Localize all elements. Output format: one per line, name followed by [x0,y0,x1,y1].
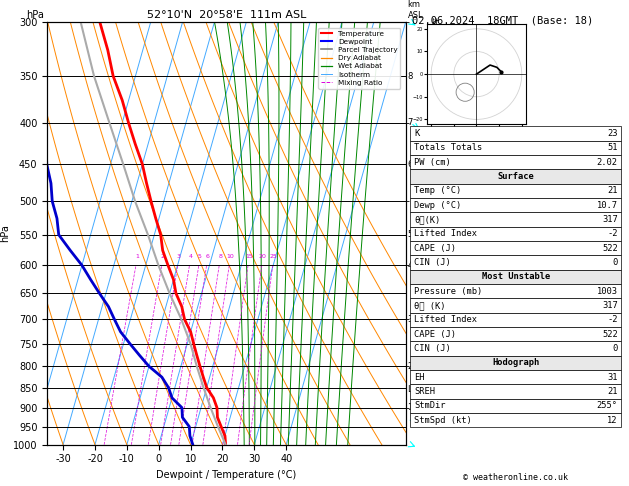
Text: hPa: hPa [26,10,43,20]
Text: 2: 2 [161,254,165,260]
Text: 51: 51 [607,143,618,153]
Text: 2.02: 2.02 [597,157,618,167]
Text: EH: EH [414,373,425,382]
Text: StmSpd (kt): StmSpd (kt) [414,416,472,425]
Text: Most Unstable: Most Unstable [482,272,550,281]
Text: 0: 0 [613,258,618,267]
Text: Lifted Index: Lifted Index [414,315,477,325]
Text: 1: 1 [135,254,139,260]
Text: PW (cm): PW (cm) [414,157,450,167]
Text: 522: 522 [602,243,618,253]
Text: Temp (°C): Temp (°C) [414,186,461,195]
Text: kt: kt [431,17,439,27]
Text: CAPE (J): CAPE (J) [414,243,456,253]
Text: 2: 2 [408,362,413,371]
Text: LCL: LCL [408,385,423,394]
Text: 6: 6 [408,160,413,169]
Legend: Temperature, Dewpoint, Parcel Trajectory, Dry Adiabat, Wet Adiabat, Isotherm, Mi: Temperature, Dewpoint, Parcel Trajectory… [318,28,400,89]
Text: CIN (J): CIN (J) [414,258,450,267]
Text: 4: 4 [189,254,192,260]
Text: Hodograph: Hodograph [492,358,540,367]
Text: 20: 20 [259,254,267,260]
Text: 0: 0 [613,344,618,353]
Text: 12: 12 [607,416,618,425]
Text: Lifted Index: Lifted Index [414,229,477,239]
Text: 1003: 1003 [597,287,618,296]
Text: 5: 5 [198,254,202,260]
Text: 8: 8 [218,254,222,260]
Text: 317: 317 [602,301,618,310]
Text: Surface: Surface [498,172,534,181]
Text: -2: -2 [607,229,618,239]
Text: 4: 4 [408,261,413,270]
Text: K: K [414,129,419,138]
Text: 7: 7 [408,119,413,127]
Text: Pressure (mb): Pressure (mb) [414,287,482,296]
Text: Dewp (°C): Dewp (°C) [414,201,461,210]
Text: 10: 10 [226,254,234,260]
Text: km
ASL: km ASL [408,0,423,20]
Text: 10.7: 10.7 [597,201,618,210]
Text: θᴄ(K): θᴄ(K) [414,215,440,224]
Y-axis label: hPa: hPa [0,225,10,242]
Text: 21: 21 [607,186,618,195]
Text: Totals Totals: Totals Totals [414,143,482,153]
Text: Mixing Ratio (g/kg): Mixing Ratio (g/kg) [425,229,435,302]
Text: 23: 23 [607,129,618,138]
Text: 6: 6 [206,254,209,260]
Text: 31: 31 [607,373,618,382]
Text: 25: 25 [270,254,277,260]
Text: SREH: SREH [414,387,435,396]
Text: 21: 21 [607,387,618,396]
Text: 15: 15 [245,254,253,260]
Text: StmDir: StmDir [414,401,445,411]
Text: 255°: 255° [597,401,618,411]
Text: 3: 3 [408,315,413,324]
Text: 317: 317 [602,215,618,224]
Text: 3: 3 [177,254,181,260]
Text: 8: 8 [408,71,413,81]
Text: CIN (J): CIN (J) [414,344,450,353]
Text: © weatheronline.co.uk: © weatheronline.co.uk [464,473,568,482]
Text: 5: 5 [408,230,413,239]
Text: 02.06.2024  18GMT  (Base: 18): 02.06.2024 18GMT (Base: 18) [412,16,593,26]
Text: -2: -2 [607,315,618,325]
X-axis label: Dewpoint / Temperature (°C): Dewpoint / Temperature (°C) [157,470,296,480]
Text: θᴄ (K): θᴄ (K) [414,301,445,310]
Title: 52°10'N  20°58'E  111m ASL: 52°10'N 20°58'E 111m ASL [147,10,306,20]
Text: 522: 522 [602,330,618,339]
Text: CAPE (J): CAPE (J) [414,330,456,339]
Text: 1: 1 [408,403,413,412]
